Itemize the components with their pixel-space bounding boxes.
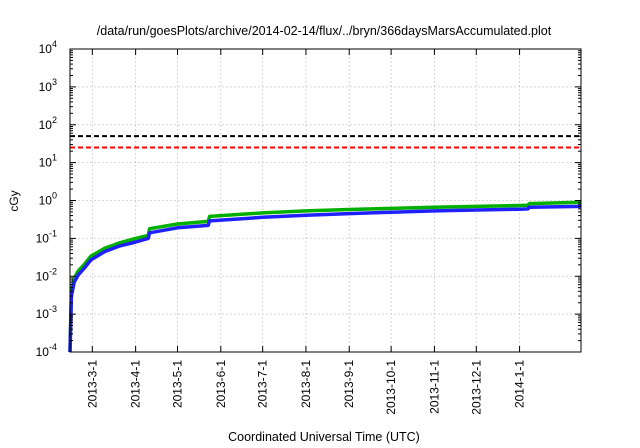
x-axis-label: Coordinated Universal Time (UTC) <box>228 430 420 444</box>
x-axis: 2013-3-1 2013-4-1 2013-5-1 2013-6-1 2013-7-1… <box>85 49 527 415</box>
y-tick-label: 10-1 <box>36 228 57 245</box>
series-line <box>68 204 582 353</box>
chart-title: /data/run/goesPlots/archive/2014-02-14/f… <box>97 24 552 38</box>
y-tick-label: 103 <box>39 77 57 94</box>
y-tick-label: 101 <box>39 153 57 170</box>
x-tick-label: 2013-10-1 <box>384 360 398 415</box>
series-line <box>68 200 582 353</box>
y-tick-label: 102 <box>39 115 57 132</box>
series-lines <box>68 200 582 353</box>
x-tick-label: 2014-1-1 <box>513 360 527 408</box>
x-tick-label: 2013-7-1 <box>256 360 270 408</box>
x-tick-label: 2013-3-1 <box>85 360 99 408</box>
grid <box>70 49 581 352</box>
y-tick-label: 10-3 <box>36 304 57 321</box>
y-tick-label: 104 <box>39 39 57 56</box>
y-tick-label: 100 <box>39 191 57 208</box>
x-tick-label: 2013-6-1 <box>214 360 228 408</box>
y-axis-label: cGy <box>7 190 21 211</box>
x-tick-label: 2013-12-1 <box>469 360 483 415</box>
x-tick-label: 2013-8-1 <box>299 360 313 408</box>
y-tick-label: 10-4 <box>36 342 57 359</box>
x-tick-label: 2013-9-1 <box>342 360 356 408</box>
x-tick-label: 2013-11-1 <box>427 360 441 414</box>
y-tick-label: 10-2 <box>36 266 57 283</box>
reference-lines <box>70 135 581 149</box>
x-tick-label: 2013-5-1 <box>171 360 185 408</box>
x-tick-label: 2013-4-1 <box>129 360 143 408</box>
